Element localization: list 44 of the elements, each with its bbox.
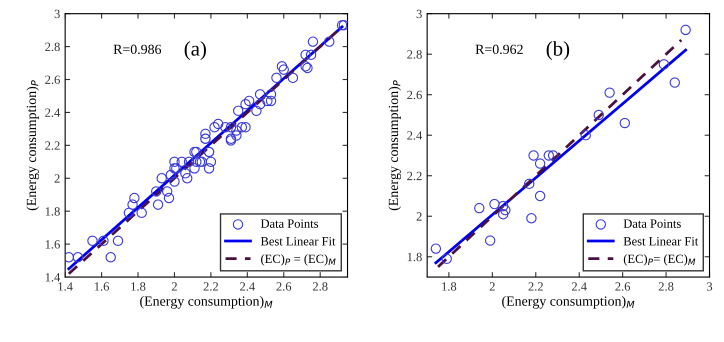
x-tick-label: 1.8 <box>442 282 456 291</box>
y-axis-title: (Energy consumption)$_{P}$ <box>388 80 401 210</box>
x-axis-title: (Energy consumption)$_{M}$ <box>502 296 634 309</box>
y-tick-label: 2 <box>54 174 60 183</box>
x-tick-label: 3 <box>706 282 712 291</box>
x-axis-title: (Energy consumption)$_{M}$ <box>140 296 272 309</box>
x-tick-label: 2.4 <box>572 282 587 291</box>
y-tick-label: 2.6 <box>45 76 60 84</box>
y-tick-label: 2.2 <box>407 172 422 180</box>
legend-label: (EC)$_{P}$= (EC)$_{M}$ <box>624 254 696 266</box>
y-tick-label: 2.8 <box>407 50 422 59</box>
x-tick-label: 2.6 <box>615 282 630 291</box>
annotation: R=0.986 <box>114 44 162 54</box>
legend-label: (EC)$_{P}$ = (EC)$_{M}$ <box>261 254 336 266</box>
y-tick-label: 1.4 <box>46 273 60 282</box>
y-tick-label: 2.6 <box>407 90 422 100</box>
y-tick-label: 2.4 <box>45 108 60 117</box>
legend-label: Data Points <box>624 219 681 228</box>
x-tick-label: 2.8 <box>658 282 674 291</box>
y-tick-label: 1.8 <box>408 252 422 262</box>
x-tick-label: 1.8 <box>131 282 146 291</box>
x-tick-label: 2.2 <box>204 282 218 291</box>
y-tick-label: 2.4 <box>407 131 422 140</box>
annotation: (a) <box>184 41 206 60</box>
legend-label: Best Linear Fit <box>624 237 698 246</box>
x-tick-label: 2.8 <box>312 282 328 291</box>
y-tick-label: 1.8 <box>46 207 60 216</box>
y-tick-label: 3 <box>54 10 60 18</box>
y-tick-label: 1.6 <box>46 240 60 249</box>
y-tick-label: 2.2 <box>45 141 60 150</box>
x-tick-label: 2.6 <box>276 282 292 291</box>
x-tick-label: 2.4 <box>240 282 255 291</box>
legend-label: Data Points <box>260 219 318 228</box>
x-tick-label: 2 <box>490 282 495 291</box>
annotation: (b) <box>546 41 570 60</box>
y-tick-label: 3 <box>416 10 422 18</box>
x-tick-label: 2.2 <box>528 282 543 291</box>
legend-label: Best Linear Fit <box>260 237 336 246</box>
x-tick-label: 1.6 <box>94 282 110 291</box>
y-tick-label: 2.8 <box>45 42 60 52</box>
y-tick-label: 2 <box>416 212 422 221</box>
annotation: R=0.962 <box>476 44 523 54</box>
y-axis-title: (Energy consumption)$_{P}$ <box>26 80 39 210</box>
x-tick-label: 2 <box>172 282 177 291</box>
